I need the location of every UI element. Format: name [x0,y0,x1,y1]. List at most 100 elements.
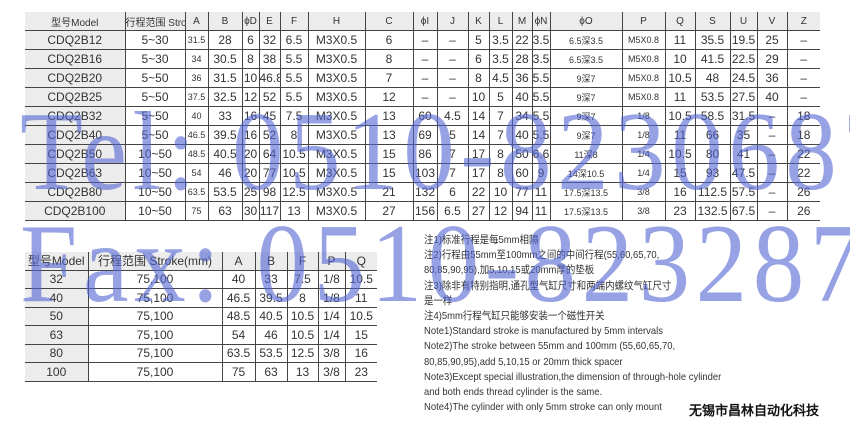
table-cell: 34 [184,49,209,69]
table-cell: 20 [241,163,260,183]
table-cell: 26 [786,182,820,202]
table-cell: 12 [364,87,414,107]
column-header: J [436,12,469,31]
column-header: ϕN [531,12,551,31]
table-cell: 32.5 [207,87,243,107]
table-cell: 35.5 [694,30,731,50]
table-cell: 3/8 [621,201,666,221]
table-cell: 17 [467,163,490,183]
table-cell: 9 [531,163,551,183]
table-cell: 100 [25,362,89,382]
table-cell: 33 [254,269,288,289]
table-cell: 10~50 [124,163,186,183]
table-cell: – [436,87,469,107]
table-cell: – [786,30,820,50]
table-cell: 22 [786,163,820,183]
table-cell: 10~50 [124,182,186,202]
table-cell: 6.5深3.5 [549,49,623,69]
table-row: CDQ2B32 5~50 40 33 16 45 7.5 M3X0.5 13 60 4.5 14 7 34… [25,106,820,126]
table-cell: 28 [207,30,243,50]
table-cell: 77 [258,163,281,183]
table-cell: 26 [786,201,820,221]
table-cell: 39.5 [207,125,243,145]
table-cell: 12 [488,201,513,221]
column-header: V [756,12,788,31]
table-cell: 12 [241,87,260,107]
table-cell: 25 [241,182,260,202]
table-cell: 17 [467,144,490,164]
table-cell: 8 [241,49,260,69]
table-row: 32 75,100 40 33 7.5 1/8 10.5 [25,269,377,289]
table-cell: – [412,87,438,107]
table-cell: 58.5 [694,106,731,126]
table-cell: 8 [279,125,309,145]
table-cell: 10 [467,87,490,107]
table-cell: – [786,87,820,107]
table-cell: 27.5 [729,87,758,107]
note-line: Note3)Except special illustration,the di… [424,370,722,383]
table-cell: 46.8 [258,68,281,88]
table-cell: 11 [344,288,377,308]
column-header: H [307,12,366,31]
table-cell: 3.5 [531,30,551,50]
table-cell: – [786,68,820,88]
table-cell: 11 [664,87,696,107]
table-cell: 86 [412,144,438,164]
table-cell: 40 [756,87,788,107]
table-cell: 52 [258,125,281,145]
table-cell: M3X0.5 [307,144,366,164]
table-cell: 41.5 [694,49,731,69]
table-cell: 75,100 [87,269,223,289]
table-cell: 1/4 [621,163,666,183]
table-cell: 13 [364,125,414,145]
table-cell: 37.5 [184,87,209,107]
table-cell: 10.5 [664,106,696,126]
table-cell: 93 [694,163,731,183]
table-cell: 6.6 [531,144,551,164]
table-cell: 17.5深13.5 [549,182,623,202]
table-cell: 1/8 [317,288,346,308]
table-cell: 3/8 [621,182,666,202]
table-cell: – [436,68,469,88]
table-cell: 11 [531,182,551,202]
table-cell: M3X0.5 [307,182,366,202]
table-cell: 3/8 [317,343,346,363]
table-cell: CDQ2B16 [25,49,126,69]
table-cell: 117 [258,201,281,221]
table-cell: 18 [786,106,820,126]
table-cell: 112.5 [694,182,731,202]
table-cell: 54 [221,325,256,345]
table-row: CDQ2B205~503631.51046.85.5M3X0.57––84.53… [25,68,820,88]
table-cell: 10.5 [279,144,309,164]
table-cell: 40 [184,106,209,126]
column-header: ϕI [412,12,438,31]
table-cell: 5~30 [124,30,186,50]
table-row: CDQ2B50 10~50 48.5 40.5 20 64 10.5 M3X0.5 15 86 7 1… [25,144,820,164]
table-cell: – [756,163,788,183]
table-cell: 38 [258,49,281,69]
table-cell: 60 [511,163,533,183]
column-header: 型号Model [25,12,126,31]
table-cell: 40 [25,288,89,308]
table-cell: 9深7 [549,106,623,126]
table-cell: 10~50 [124,201,186,221]
table-row: 50 75,100 48.5 40.5 10.5 1/4 10.5 [25,306,377,326]
table-cell: 94 [511,201,533,221]
table-cell: 63 [207,201,243,221]
table-cell: 11深8 [549,144,623,164]
table-cell: 12.5 [279,182,309,202]
table-cell: M3X0.5 [307,106,366,126]
table-row: CDQ2B16 5~30 34 30.5 8 38 5.5 M3X0.5 8– –6 3.5 28 3.… [25,49,820,69]
table-cell: 1/4 [317,325,346,345]
table-cell: M3X0.5 [307,125,366,145]
table-row: CDQ2B80 10~50 63.5 53.5 25 98 12.5 M3X0.5 21 132 6… [25,182,820,202]
table-cell: 6.5深3.5 [549,30,623,50]
table-cell: 103 [412,163,438,183]
note-line: 是一样 [424,294,453,307]
table-cell: 19.5 [729,30,758,50]
table-cell: 10.5 [286,325,319,345]
table-row: 40 75,100 46.5 39.5 8 1/8 11 [25,288,377,308]
table-cell: – [412,30,438,50]
table-cell: 4.5 [436,106,469,126]
table-cell: M3X0.5 [307,30,366,50]
